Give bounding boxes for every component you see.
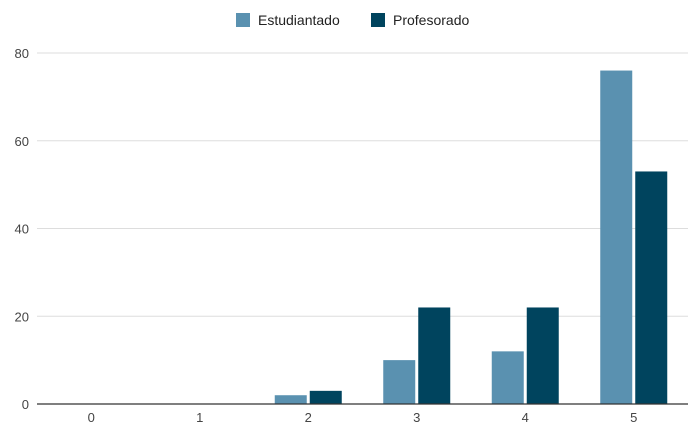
x-tick-label-0: 0 — [88, 410, 95, 423]
y-tick-label-60: 60 — [15, 134, 29, 149]
gridlines — [37, 52, 688, 317]
legend-label-estudiantado: Estudiantado — [258, 12, 340, 28]
y-tick-labels: 0 20 40 60 80 — [15, 46, 29, 412]
y-tick-label-80: 80 — [15, 46, 29, 61]
x-tick-label-5: 5 — [630, 410, 637, 423]
bar-estudiantado-5 — [600, 70, 633, 405]
bar-estudiantado-2 — [274, 395, 307, 404]
x-tick-labels: 0 1 2 3 4 5 — [88, 410, 638, 423]
legend: Estudiantado Profesorado — [236, 12, 469, 28]
x-tick-label-2: 2 — [305, 410, 312, 423]
y-tick-label-40: 40 — [15, 222, 29, 237]
x-tick-label-1: 1 — [196, 410, 203, 423]
y-tick-label-20: 20 — [15, 309, 29, 324]
bar-profesorado-2 — [309, 390, 342, 404]
bar-profesorado-3 — [418, 307, 451, 404]
x-tick-label-3: 3 — [413, 410, 420, 423]
y-tick-label-0: 0 — [22, 397, 29, 412]
legend-swatch-estudiantado — [236, 13, 250, 27]
legend-label-profesorado: Profesorado — [393, 12, 469, 28]
bar-estudiantado-3 — [383, 360, 416, 404]
x-tick-label-4: 4 — [522, 410, 529, 423]
bar-profesorado-5 — [635, 171, 668, 404]
bar-profesorado-4 — [526, 307, 559, 404]
legend-swatch-profesorado — [371, 13, 385, 27]
bars — [274, 70, 668, 405]
bar-estudiantado-4 — [491, 351, 524, 404]
